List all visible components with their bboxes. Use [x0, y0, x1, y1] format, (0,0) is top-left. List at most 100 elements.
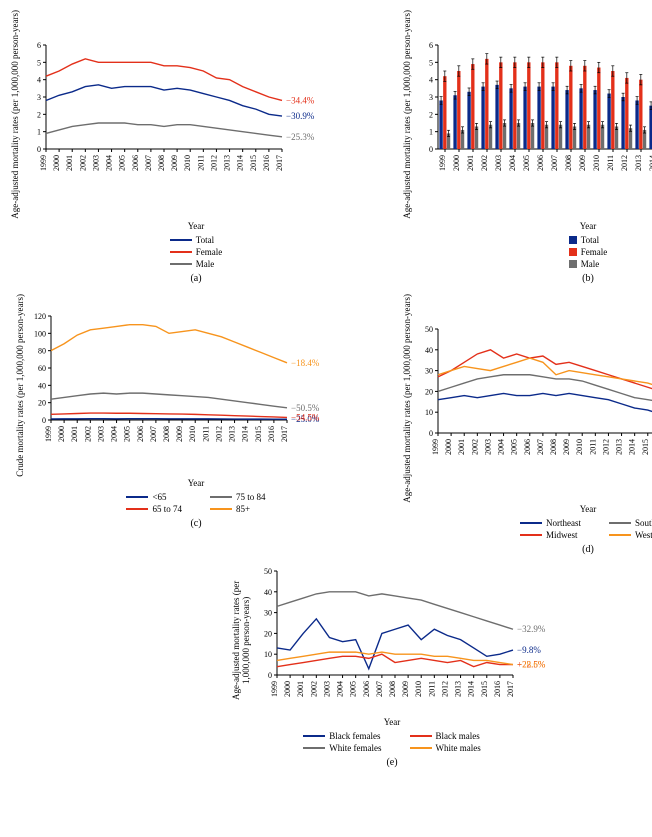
svg-text:100: 100 [34, 329, 46, 338]
legend-swatch [303, 747, 325, 749]
bar-total [495, 85, 498, 149]
svg-text:2001: 2001 [296, 681, 305, 697]
svg-text:2012: 2012 [214, 426, 223, 442]
pct-label-black_f: −9.8% [517, 645, 541, 655]
bar-female [513, 63, 516, 150]
legend-swatch [210, 496, 232, 498]
legend-swatch [609, 522, 631, 524]
legend-item: Female [170, 247, 223, 257]
bar-female [639, 80, 642, 149]
svg-text:2008: 2008 [157, 155, 166, 171]
svg-text:2013: 2013 [223, 155, 232, 171]
svg-text:2009: 2009 [175, 426, 184, 442]
svg-text:10: 10 [425, 408, 433, 417]
svg-text:2005: 2005 [123, 426, 132, 442]
svg-text:2017: 2017 [280, 426, 289, 442]
svg-text:2015: 2015 [480, 681, 489, 697]
series-northeast [438, 394, 652, 417]
series-male [46, 123, 282, 137]
legend-label: Total [196, 235, 214, 245]
pct-label-age85: −18.4% [291, 358, 320, 368]
legend-label: White males [436, 743, 481, 753]
svg-text:2010: 2010 [592, 155, 601, 171]
svg-text:2003: 2003 [483, 439, 492, 455]
legend-label: Midwest [546, 530, 578, 540]
svg-text:2002: 2002 [480, 155, 489, 171]
svg-text:2002: 2002 [78, 155, 87, 171]
svg-text:2005: 2005 [522, 155, 531, 171]
svg-text:2008: 2008 [388, 681, 397, 697]
bar-male [517, 123, 520, 149]
figure-grid: Age-adjusted mortality rates (per 1,000,… [10, 10, 642, 768]
svg-text:2016: 2016 [262, 155, 271, 171]
svg-text:5: 5 [429, 59, 433, 68]
legend-item: Black males [410, 731, 481, 741]
svg-text:2008: 2008 [549, 439, 558, 455]
svg-text:2: 2 [429, 111, 433, 120]
legend-swatch [210, 508, 232, 510]
legend-item: 75 to 84 [210, 492, 266, 502]
svg-text:2008: 2008 [564, 155, 573, 171]
svg-text:2000: 2000 [444, 439, 453, 455]
svg-text:2003: 2003 [322, 681, 331, 697]
svg-text:3: 3 [429, 93, 433, 102]
svg-text:2011: 2011 [201, 426, 210, 442]
panel-caption: (c) [190, 518, 201, 529]
svg-text:2000: 2000 [452, 155, 461, 171]
svg-text:2001: 2001 [70, 426, 79, 442]
bar-female [485, 59, 488, 149]
panel-e: Age-adjusted mortality rates (per 1,000,… [10, 565, 652, 768]
svg-text:2014: 2014 [648, 155, 652, 171]
svg-text:2016: 2016 [267, 426, 276, 442]
bar-female [499, 63, 502, 150]
legend-item: Total [170, 235, 223, 245]
bar-total [537, 87, 540, 149]
bar-total [607, 94, 610, 149]
legend: <6575 to 8465 to 7485+ [126, 492, 265, 514]
bar-male [587, 125, 590, 149]
panel-d: Age-adjusted mortality rates (per 1,000,… [402, 294, 652, 556]
bar-male [503, 123, 506, 149]
svg-text:1: 1 [37, 128, 41, 137]
legend-swatch [569, 248, 577, 256]
svg-text:2014: 2014 [628, 439, 637, 455]
svg-text:30: 30 [264, 609, 272, 618]
pct-label-white_m: −28.6% [517, 660, 546, 670]
svg-text:2008: 2008 [162, 426, 171, 442]
svg-text:2001: 2001 [65, 155, 74, 171]
legend-label: White females [329, 743, 381, 753]
bar-female [541, 63, 544, 150]
svg-text:2000: 2000 [57, 426, 66, 442]
svg-text:1999: 1999 [438, 155, 447, 171]
legend-item: Female [569, 247, 608, 257]
svg-text:1999: 1999 [270, 681, 279, 697]
legend-swatch [170, 251, 192, 253]
svg-text:20: 20 [425, 387, 433, 396]
series-midwest [438, 350, 652, 396]
panel-a: Age-adjusted mortality rates (per 1,000,… [10, 10, 382, 284]
legend-item: Midwest [520, 530, 581, 540]
chart: 0123456199920002001200220032004200520062… [22, 39, 322, 189]
series-age75_84 [51, 393, 287, 408]
pct-label-age75_84: −50.5% [291, 403, 320, 413]
svg-text:2009: 2009 [578, 155, 587, 171]
bar-total [523, 87, 526, 149]
legend-item: 85+ [210, 504, 266, 514]
bar-total [439, 101, 442, 150]
legend-label: <65 [152, 492, 166, 502]
legend: TotalFemaleMale [569, 235, 608, 269]
pct-label-male: −25.3% [286, 132, 315, 142]
svg-text:3: 3 [37, 93, 41, 102]
panel-c: Crude mortality rates (per 1,000,000 per… [10, 294, 382, 556]
legend-item: Male [569, 259, 608, 269]
bar-female [625, 78, 628, 149]
bar-female [457, 71, 460, 149]
legend-item: White males [410, 743, 481, 753]
svg-text:2004: 2004 [336, 681, 345, 697]
bar-total [593, 90, 596, 149]
legend: TotalFemaleMale [170, 235, 223, 269]
svg-text:0: 0 [429, 145, 433, 154]
svg-text:2007: 2007 [144, 155, 153, 171]
chart: 0204060801001201999200020012002200320042… [27, 310, 327, 460]
chart: 0102030405019992000200120022003200420052… [253, 565, 553, 715]
